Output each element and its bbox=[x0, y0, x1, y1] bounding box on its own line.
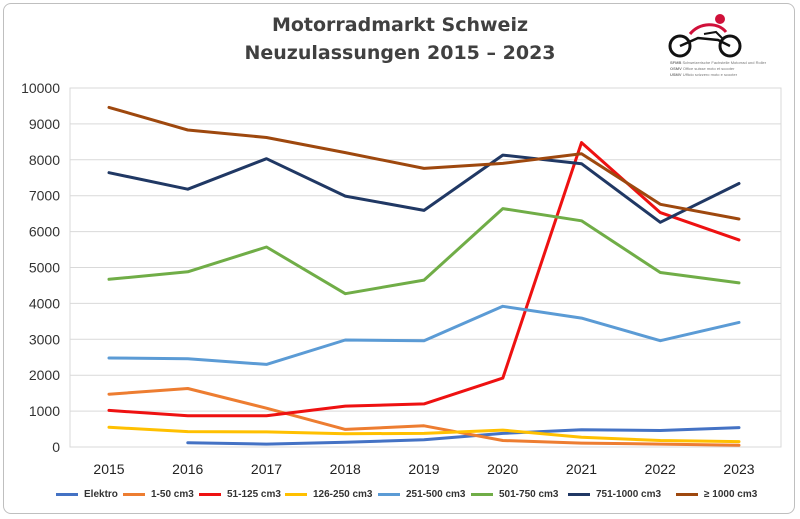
legend-item-5: 501-750 cm3 bbox=[471, 486, 559, 502]
y-tick-10000: 10000 bbox=[21, 80, 60, 96]
series-line-0 bbox=[186, 426, 741, 446]
legend-item-6: 751-1000 cm3 bbox=[568, 486, 661, 502]
legend-item-0: Elektro bbox=[56, 486, 118, 502]
y-axis-ticks: 0 1000 2000 3000 4000 5000 6000 7000 8000 9000 100… bbox=[21, 80, 60, 455]
sfmb-logo: SFMB Schweizerische Fachstelle Motorrad … bbox=[660, 10, 766, 80]
legend-swatch bbox=[676, 492, 698, 496]
series-line-2 bbox=[107, 141, 741, 418]
y-tick-0: 0 bbox=[52, 439, 60, 455]
x-tick-2020: 2020 bbox=[487, 461, 518, 477]
motorcycle-logo-icon bbox=[668, 14, 742, 58]
y-tick-2000: 2000 bbox=[29, 367, 60, 383]
legend-item-4: 251-500 cm3 bbox=[378, 486, 466, 502]
legend-label: Elektro bbox=[84, 488, 118, 500]
series-line-1 bbox=[107, 387, 741, 447]
legend-label: 51-125 cm3 bbox=[227, 488, 281, 500]
legend-item-1: 1-50 cm3 bbox=[123, 486, 194, 502]
legend-item-3: 126-250 cm3 bbox=[285, 486, 373, 502]
y-tick-3000: 3000 bbox=[29, 331, 60, 347]
x-tick-2016: 2016 bbox=[172, 461, 203, 477]
legend-label: 1-50 cm3 bbox=[151, 488, 194, 500]
x-tick-2018: 2018 bbox=[330, 461, 361, 477]
legend-swatch bbox=[199, 492, 221, 496]
legend-swatch bbox=[123, 492, 145, 496]
plot-area-border bbox=[69, 87, 782, 448]
y-tick-4000: 4000 bbox=[29, 295, 60, 311]
logo-line-1: SFMB Schweizerische Fachstelle Motorrad … bbox=[670, 60, 767, 65]
y-tick-6000: 6000 bbox=[29, 224, 60, 240]
chart-subtitle: Neuzulassungen 2015 – 2023 bbox=[244, 42, 556, 64]
x-axis-ticks: 2015 2016 2017 2018 2019 2020 2021 2022 2023 bbox=[93, 461, 754, 477]
chart-title: Motorradmarkt Schweiz bbox=[271, 14, 529, 36]
y-tick-1000: 1000 bbox=[29, 403, 60, 419]
chart-legend: Elektro 1-50 cm3 51-125 cm3 126-250 cm3 251-… bbox=[56, 486, 790, 502]
x-tick-2023: 2023 bbox=[723, 461, 754, 477]
y-tick-9000: 9000 bbox=[29, 116, 60, 132]
x-tick-2019: 2019 bbox=[408, 461, 439, 477]
legend-label: 751-1000 cm3 bbox=[596, 488, 662, 500]
gridlines bbox=[69, 87, 782, 448]
series-line-7 bbox=[107, 105, 741, 221]
legend-item-7: ≥ 1000 cm3 bbox=[676, 486, 757, 502]
legend-item-2: 51-125 cm3 bbox=[199, 486, 281, 502]
series-line-4 bbox=[107, 304, 741, 366]
legend-label: ≥ 1000 cm3 bbox=[704, 488, 758, 500]
legend-label: 251-500 cm3 bbox=[406, 488, 466, 500]
legend-swatch bbox=[378, 492, 400, 496]
series-line-6 bbox=[107, 153, 741, 224]
legend-label: 501-750 cm3 bbox=[499, 488, 559, 500]
series-line-5 bbox=[107, 207, 741, 296]
legend-swatch bbox=[568, 492, 590, 496]
y-tick-5000: 5000 bbox=[29, 260, 60, 276]
x-tick-2015: 2015 bbox=[93, 461, 124, 477]
series-lines bbox=[107, 105, 741, 447]
legend-swatch bbox=[471, 492, 493, 496]
series-line-3 bbox=[107, 425, 741, 444]
legend-label: 126-250 cm3 bbox=[313, 488, 373, 500]
legend-swatch bbox=[285, 492, 307, 496]
x-tick-2021: 2021 bbox=[566, 461, 597, 477]
y-tick-8000: 8000 bbox=[29, 152, 60, 168]
x-tick-2022: 2022 bbox=[645, 461, 676, 477]
x-tick-2017: 2017 bbox=[251, 461, 282, 477]
legend-swatch bbox=[56, 492, 78, 496]
logo-line-3: USMV Ufficio svizzero moto e scooter bbox=[670, 72, 738, 77]
logo-line-2: OSMV Office suisse moto et scooter bbox=[670, 66, 735, 71]
chart-frame bbox=[3, 3, 795, 514]
y-tick-7000: 7000 bbox=[29, 188, 60, 204]
